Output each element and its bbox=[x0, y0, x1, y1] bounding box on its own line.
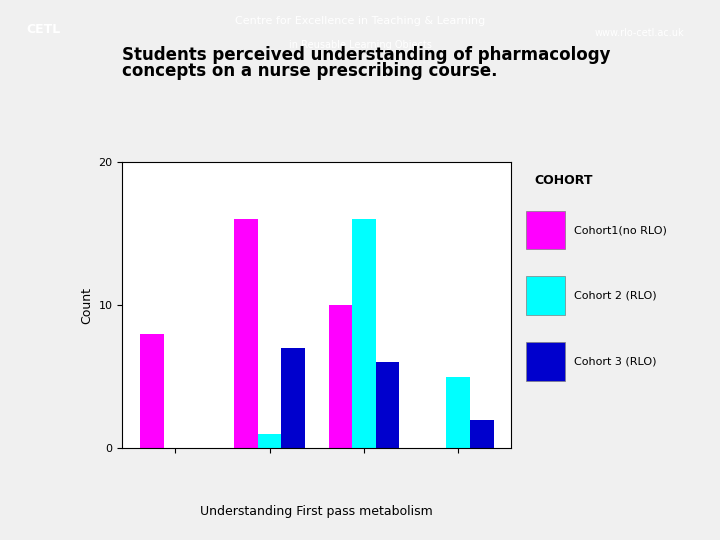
Text: Students perceived understanding of pharmacology: Students perceived understanding of phar… bbox=[122, 46, 611, 64]
Bar bbox=[258, 434, 282, 448]
Bar bbox=[140, 334, 163, 448]
Text: Understanding First pass metabolism: Understanding First pass metabolism bbox=[200, 505, 433, 518]
Bar bbox=[376, 362, 400, 448]
Text: concepts on a nurse prescribing course.: concepts on a nurse prescribing course. bbox=[122, 62, 498, 80]
Bar bbox=[328, 305, 352, 448]
Y-axis label: Count: Count bbox=[80, 287, 93, 323]
FancyBboxPatch shape bbox=[526, 276, 565, 315]
Text: Cohort 2 (RLO): Cohort 2 (RLO) bbox=[575, 291, 657, 301]
Text: Centre for Excellence in Teaching & Learning: Centre for Excellence in Teaching & Lear… bbox=[235, 16, 485, 26]
Text: Cohort 3 (RLO): Cohort 3 (RLO) bbox=[575, 356, 657, 366]
Bar bbox=[470, 420, 493, 448]
Text: www.rlo-cetl.ac.uk: www.rlo-cetl.ac.uk bbox=[595, 28, 684, 38]
Bar bbox=[234, 219, 258, 448]
FancyBboxPatch shape bbox=[526, 211, 565, 249]
Text: CETL: CETL bbox=[26, 23, 60, 36]
FancyBboxPatch shape bbox=[526, 342, 565, 381]
Bar bbox=[352, 219, 376, 448]
Text: COHORT: COHORT bbox=[534, 174, 593, 187]
Text: Cohort1(no RLO): Cohort1(no RLO) bbox=[575, 225, 667, 235]
Bar bbox=[282, 348, 305, 448]
Text: in Reusable Learning Objects: in Reusable Learning Objects bbox=[289, 39, 431, 50]
Bar bbox=[446, 377, 470, 448]
